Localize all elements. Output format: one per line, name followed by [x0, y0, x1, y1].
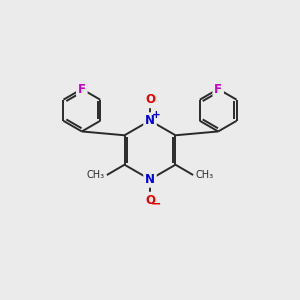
Text: CH₃: CH₃: [196, 170, 214, 180]
Text: O: O: [145, 93, 155, 106]
Text: N: N: [145, 114, 155, 127]
Text: F: F: [78, 82, 86, 95]
Text: F: F: [214, 82, 222, 95]
Text: CH₃: CH₃: [86, 170, 104, 180]
Text: N: N: [145, 173, 155, 186]
Text: +: +: [152, 110, 161, 120]
Text: −: −: [151, 198, 161, 211]
Text: O: O: [145, 194, 155, 207]
